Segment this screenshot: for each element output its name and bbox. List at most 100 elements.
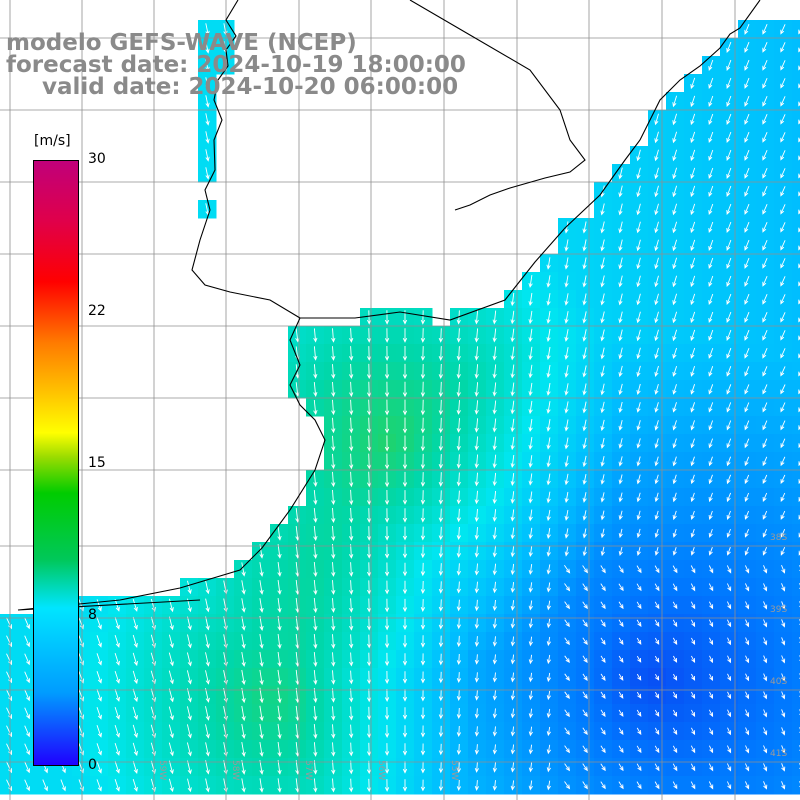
wind-cell [792,308,800,327]
wind-arrow [726,619,732,628]
wind-arrow [438,671,444,684]
wind-arrow [24,653,30,666]
wind-arrow [384,616,390,631]
wind-cell [792,470,800,489]
wind-arrow [709,673,713,682]
wind-arrow [690,131,696,144]
wind-arrow [349,417,354,434]
wind-arrow [600,456,605,467]
wind-arrow [618,347,623,360]
wind-arrow [727,673,732,682]
wind-arrow [168,778,174,793]
wind-arrow [205,59,210,72]
wind-arrow [708,420,714,431]
wind-arrow [762,294,768,305]
wind-arrow [546,636,551,647]
wind-arrow [726,167,732,179]
wind-arrow [313,490,318,505]
wind-arrow [438,599,443,612]
wind-arrow [672,601,678,610]
wind-arrow [313,634,318,649]
wind-arrow [780,420,786,431]
wind-arrow [762,204,768,215]
wind-arrow [528,582,533,593]
wind-arrow [762,402,768,413]
wind-arrow [277,741,282,758]
wind-arrow [456,472,461,487]
wind-arrow [708,185,714,197]
wind-arrow [241,562,246,577]
wind-arrow [259,634,264,649]
wind-arrow [96,779,102,792]
wind-arrow [24,779,30,792]
wind-arrow [492,599,497,612]
wind-arrow [6,653,12,666]
wind-arrow [708,745,714,754]
wind-arrow [6,725,12,738]
wind-arrow [744,438,750,449]
wind-arrow [654,275,659,288]
wind-arrow [132,670,138,685]
wind-arrow [564,383,569,396]
wind-cell [792,200,800,219]
wind-arrow [744,583,750,592]
wind-arrow [402,363,408,380]
wind-arrow [384,381,390,398]
wind-arrow [564,565,571,574]
wind-arrow [672,637,678,646]
wind-arrow [313,760,318,775]
wind-arrow [24,707,30,720]
wind-arrow [745,709,750,718]
wind-arrow [366,634,372,649]
wind-arrow [726,384,732,395]
wind-arrow [349,580,354,595]
wind-arrow [654,383,659,395]
wind-arrow [780,240,786,251]
wind-arrow [745,637,750,646]
lon-label: 58W [230,760,240,780]
wind-arrow [600,510,605,521]
wind-arrow [492,636,497,647]
wind-arrow [618,474,623,485]
wind-arrow [384,779,390,792]
wind-arrow [618,383,623,396]
lon-label: 57W [303,760,313,780]
wind-arrow [474,744,479,755]
wind-arrow [384,544,390,559]
wind-arrow [259,742,264,757]
wind-arrow [366,760,372,775]
wind-arrow [600,257,605,270]
wind-arrow [745,619,750,628]
wind-arrow [582,781,588,790]
wind-arrow [781,583,786,592]
wind-arrow [600,492,605,503]
wind-arrow [672,547,677,556]
wind-arrow [456,400,461,415]
wind-arrow [763,691,768,700]
wind-arrow [114,724,120,738]
wind-arrow [366,346,372,361]
wind-cell [792,434,800,453]
wind-arrow [438,563,443,576]
wind-arrow [96,725,102,738]
wind-arrow [241,705,246,722]
wind-arrow [528,654,533,665]
wind-arrow [438,725,444,738]
wind-arrow [349,471,354,488]
wind-arrow [205,706,210,721]
wind-arrow [259,544,264,559]
wind-arrow [277,598,282,613]
wind-arrow [331,381,336,398]
wind-arrow [402,743,408,756]
wind-arrow [780,547,786,556]
wind-arrow [762,186,768,197]
wind-arrow [654,347,659,360]
wind-arrow [582,474,587,485]
wind-arrow [528,762,533,773]
wind-arrow [331,616,336,631]
wind-arrow [331,778,336,793]
wind-arrow [762,438,768,449]
wind-arrow [690,402,696,413]
wind-arrow [600,437,605,450]
wind-arrow [492,654,497,665]
